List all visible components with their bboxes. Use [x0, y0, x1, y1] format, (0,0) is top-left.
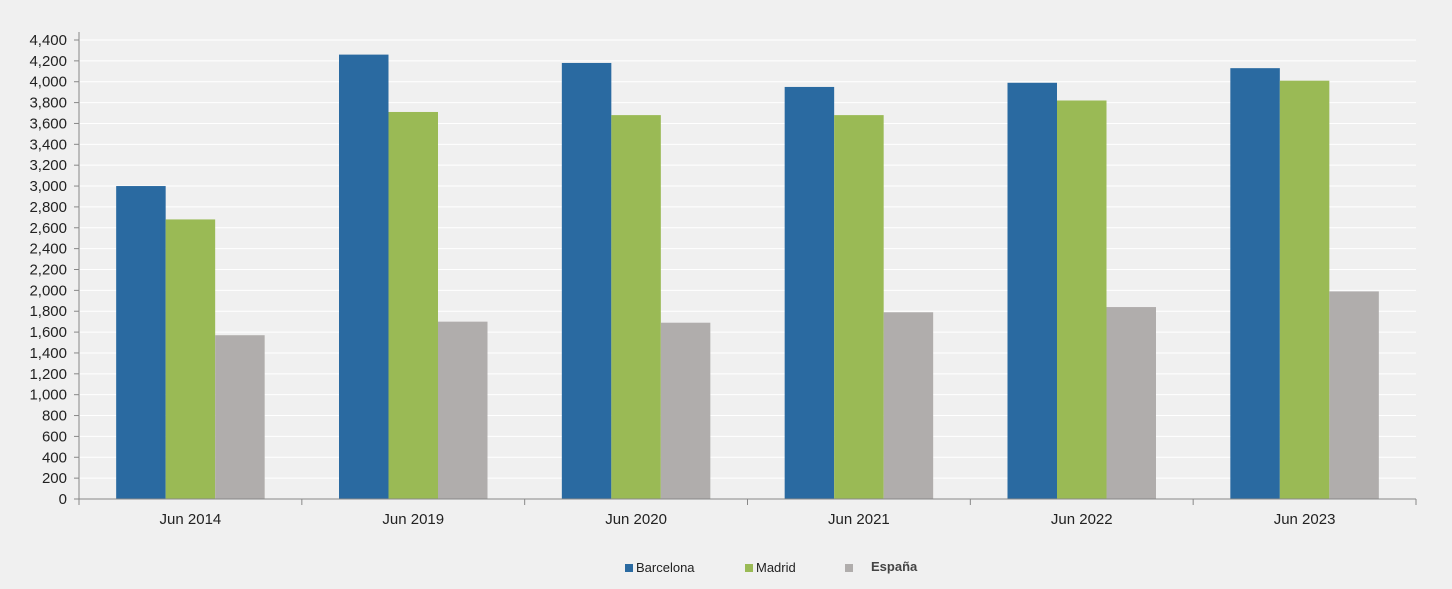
y-tick-label: 3,800 [29, 95, 67, 112]
y-tick-label: 1,000 [29, 387, 67, 404]
bar-barcelona-0 [116, 186, 166, 499]
bar-madrid-4 [1057, 100, 1107, 499]
bar-espaa-4 [1106, 307, 1156, 499]
legend-swatch-madrid [745, 564, 753, 572]
y-tick-label: 600 [42, 428, 67, 445]
y-tick-label: 1,800 [29, 303, 67, 320]
y-tick-label: 1,200 [29, 366, 67, 383]
y-tick-label: 2,600 [29, 220, 67, 237]
x-tick-label: Jun 2020 [605, 511, 667, 528]
bar-barcelona-4 [1007, 82, 1057, 500]
y-tick-label: 4,000 [29, 74, 67, 91]
legend-swatch-barcelona [625, 564, 633, 572]
y-tick-label: 2,400 [29, 241, 67, 258]
legend-label-barcelona: Barcelona [636, 560, 695, 575]
y-tick-label: 2,000 [29, 282, 67, 299]
bar-madrid-2 [611, 115, 661, 499]
x-tick-label: Jun 2019 [382, 511, 444, 528]
y-tick-label: 2,200 [29, 262, 67, 279]
bar-espaa-0 [215, 335, 265, 499]
bar-madrid-0 [165, 219, 216, 499]
y-tick-label: 0 [59, 491, 67, 508]
x-tick-label: Jun 2021 [828, 511, 890, 528]
legend-label-espana: España [871, 559, 918, 574]
y-tick-label: 3,200 [29, 157, 67, 174]
y-tick-label: 2,800 [29, 199, 67, 216]
y-tick-label: 800 [42, 408, 67, 425]
bar-espaa-2 [660, 322, 711, 499]
bar-espaa-1 [438, 321, 488, 499]
legend-swatch-espana [845, 564, 853, 572]
y-tick-label: 4,200 [29, 53, 67, 70]
y-tick-label: 3,600 [29, 115, 67, 132]
y-tick-label: 3,400 [29, 136, 67, 153]
legend: Barcelona Madrid España [625, 559, 918, 575]
x-tick-label: Jun 2022 [1051, 511, 1113, 528]
bar-espaa-5 [1329, 291, 1379, 499]
y-tick-label: 200 [42, 470, 67, 487]
y-tick-label: 1,600 [29, 324, 67, 341]
bar-madrid-3 [834, 115, 884, 499]
y-tick-label: 4,400 [29, 32, 67, 49]
bar-espaa-3 [883, 312, 934, 499]
bar-madrid-5 [1279, 80, 1330, 500]
bar-madrid-1 [388, 111, 438, 499]
x-tick-label: Jun 2023 [1274, 511, 1336, 528]
y-tick-label: 400 [42, 449, 67, 466]
axes [74, 32, 1417, 505]
y-tick-label: 3,000 [29, 178, 67, 195]
y-tick-label: 1,400 [29, 345, 67, 362]
x-tick-label: Jun 2014 [160, 511, 222, 528]
legend-label-madrid: Madrid [756, 560, 796, 575]
bar-barcelona-1 [339, 54, 389, 499]
axis-labels: 0 200 400 600 800 1,000 1,200 1,400 1,600 1,800 2,… [29, 32, 1335, 528]
bar-barcelona-2 [561, 62, 612, 499]
gridlines [79, 39, 1416, 479]
bar-barcelona-3 [784, 86, 835, 500]
bars [116, 54, 1379, 500]
bar-barcelona-5 [1230, 68, 1280, 500]
